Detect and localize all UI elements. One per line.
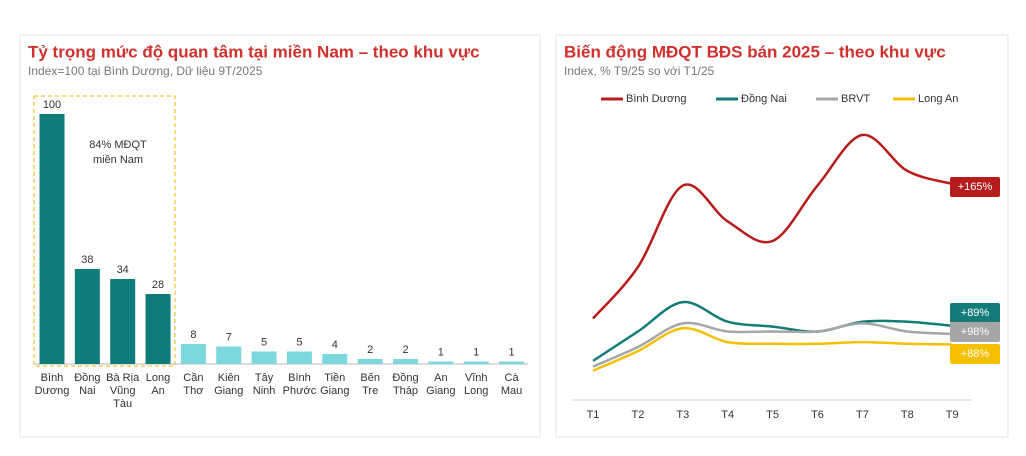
bar [322, 354, 348, 364]
end-label-box [950, 322, 1000, 342]
end-label-box [950, 177, 1000, 197]
bar [216, 346, 242, 364]
value-label: 1 [438, 346, 444, 358]
chart-subtitle: Index, % T9/25 so với T1/25 [564, 64, 715, 78]
value-label: 100 [43, 99, 61, 111]
x-tick-label: Đồng Nai [74, 372, 100, 397]
bar [39, 114, 65, 364]
x-tick-label: T3 [676, 409, 689, 421]
x-tick-label: T8 [901, 409, 914, 421]
value-label: 38 [81, 254, 93, 266]
x-tick-label: Long An [146, 372, 170, 397]
line [592, 321, 953, 368]
end-label: +98% [961, 326, 990, 338]
right-panel [555, 34, 1009, 438]
bar [499, 361, 525, 364]
legend-label: Đồng Nai [741, 93, 787, 105]
chart-subtitle: Index=100 tại Bình Dương, Dữ liệu 9T/202… [28, 64, 263, 78]
x-tick-label: Cần Thơ [183, 372, 203, 397]
legend-label: Long An [918, 93, 958, 105]
x-tick-label: An Giang [426, 372, 455, 397]
value-label: 28 [152, 279, 164, 291]
x-tick-label: T7 [856, 409, 869, 421]
value-label: 2 [402, 344, 408, 356]
x-tick-label: Bình Dương [35, 372, 70, 397]
x-tick-label: T6 [811, 409, 824, 421]
x-tick-label: Tiền Giang [320, 372, 349, 397]
end-label-box [950, 303, 1000, 323]
line [592, 326, 953, 372]
value-label: 8 [190, 329, 196, 341]
value-label: 1 [473, 346, 479, 358]
x-tick-label: Bà Rịa Vũng Tàu [106, 372, 140, 410]
x-tick-label: Đồng Tháp [392, 372, 418, 397]
left-panel [19, 34, 541, 438]
end-label-box [950, 344, 1000, 364]
x-tick-label: T5 [766, 409, 779, 421]
bar [145, 294, 171, 364]
value-label: 4 [332, 339, 338, 351]
x-tick-label: T4 [721, 409, 734, 421]
annotation: 84% MĐQT miền Nam [89, 139, 147, 166]
x-tick-label: T2 [631, 409, 644, 421]
line [592, 300, 953, 362]
x-tick-label: Cà Mau [501, 372, 522, 397]
value-label: 2 [367, 344, 373, 356]
bar [251, 351, 277, 364]
value-label: 34 [117, 264, 129, 276]
bar [180, 344, 206, 364]
highlight-box [33, 95, 176, 367]
value-label: 5 [296, 336, 302, 348]
value-label: 5 [261, 336, 267, 348]
bar [74, 269, 100, 364]
bar [357, 359, 383, 364]
x-tick-label: Bến Tre [360, 372, 380, 397]
value-label: 7 [226, 331, 232, 343]
end-label: +165% [958, 181, 993, 193]
end-label: +89% [961, 307, 990, 319]
bar [463, 361, 489, 364]
end-label: +88% [961, 348, 990, 360]
bar [286, 351, 312, 364]
legend-label: BRVT [841, 93, 870, 105]
bar [393, 359, 418, 364]
x-tick-label: T9 [946, 409, 959, 421]
x-tick-label: Vĩnh Long [464, 372, 488, 397]
x-tick-label: Bình Phước [283, 372, 317, 397]
x-tick-label: T1 [587, 409, 600, 421]
x-tick-label: Tây Ninh [253, 372, 276, 397]
bar [110, 279, 136, 364]
chart-title: Biến động MĐQT BĐS bán 2025 – theo khu v… [564, 42, 946, 61]
value-label: 1 [508, 346, 514, 358]
line [592, 133, 953, 320]
legend-label: Bình Dương [626, 93, 686, 105]
bar [428, 361, 454, 364]
chart-title: Tỷ trọng mức độ quan tâm tại miền Nam – … [28, 42, 480, 61]
x-tick-label: Kiên Giang [214, 372, 243, 397]
